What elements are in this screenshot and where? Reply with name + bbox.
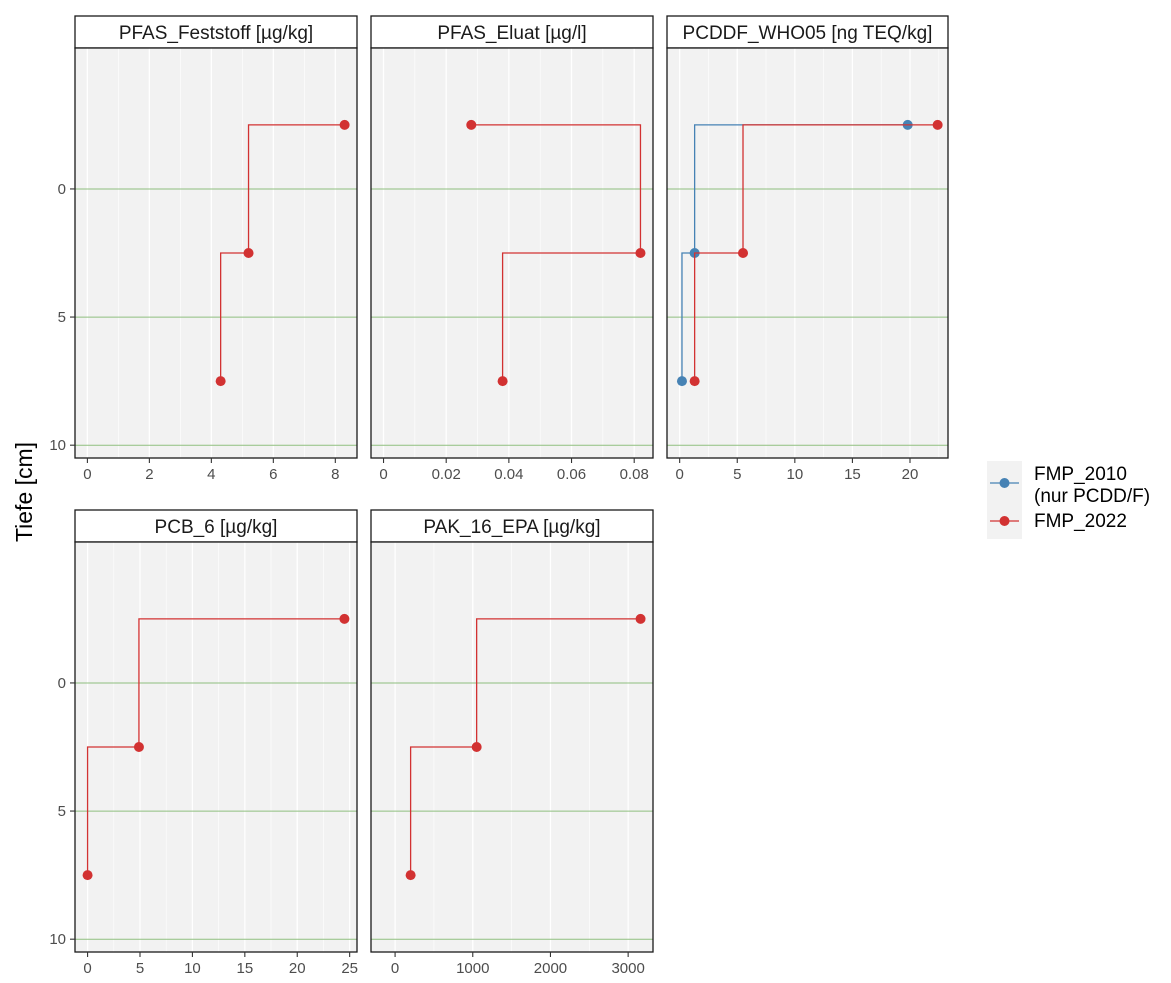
x-tick-label: 15 xyxy=(844,466,861,483)
data-point-fmp-2010 xyxy=(676,376,687,387)
x-tick-label: 0 xyxy=(83,466,91,483)
facet-panel-pcddf-who05-ng-teq-kg: PCDDF_WHO05 [ng TEQ/kg] 0 5 10 15 20 xyxy=(666,15,949,483)
x-tick-label: 1000 xyxy=(456,960,489,977)
y-tick-label: 10 xyxy=(49,931,66,948)
x-tick-label: 10 xyxy=(786,466,803,483)
panel-border xyxy=(74,541,358,953)
facet-title: PAK_16_EPA [µg/kg] xyxy=(423,517,600,538)
facet-title: PFAS_Feststoff [µg/kg] xyxy=(119,23,313,44)
x-tick-label: 0 xyxy=(83,960,91,977)
legend-label: FMP_2010 xyxy=(1034,464,1127,485)
data-point-fmp-2022 xyxy=(243,248,254,258)
legend-item-fmp-2022: FMP_2022 xyxy=(990,511,1127,532)
data-point-fmp-2022 xyxy=(133,742,144,752)
panel-background xyxy=(75,48,357,458)
data-point-fmp-2022 xyxy=(689,376,700,387)
x-tick-label: 15 xyxy=(236,960,253,977)
x-tick-label: 25 xyxy=(341,960,358,977)
data-point-fmp-2022 xyxy=(405,870,416,881)
panel-border xyxy=(370,47,654,459)
data-point-fmp-2022 xyxy=(215,376,226,387)
legend-key-point xyxy=(999,478,1010,488)
x-tick-label: 0.02 xyxy=(432,466,461,483)
x-tick-label: 2000 xyxy=(534,960,567,977)
facet-title: PFAS_Eluat [µg/l] xyxy=(437,23,586,44)
x-tick-label: 0 xyxy=(379,466,387,483)
facet-strip xyxy=(74,15,358,49)
y-tick-label: 0 xyxy=(58,675,66,692)
facet-strip xyxy=(370,15,654,49)
data-point-fmp-2022 xyxy=(466,119,477,130)
facet-strip xyxy=(74,509,358,543)
facet-title: PCDDF_WHO05 [ng TEQ/kg] xyxy=(683,23,933,44)
data-point-fmp-2022 xyxy=(82,870,93,881)
x-tick-label: 6 xyxy=(269,466,277,483)
x-tick-label: 0 xyxy=(391,960,399,977)
x-tick-label: 8 xyxy=(331,466,339,483)
x-tick-label: 5 xyxy=(136,960,144,977)
y-tick-label: 5 xyxy=(58,309,66,326)
y-tick-label: 0 xyxy=(58,181,66,198)
data-point-fmp-2022 xyxy=(497,376,508,387)
panel-border xyxy=(666,47,949,459)
y-axis-label: Tiefe [cm] xyxy=(11,442,37,542)
legend-label-line2: (nur PCDD/F) xyxy=(1034,486,1150,507)
facet-panel-pfas-feststoff-g-kg: PFAS_Feststoff [µg/kg] 0 2 4 6 8 0 5 10 xyxy=(49,15,358,483)
y-tick-label: 10 xyxy=(49,437,66,454)
facet-panel-pak-16-epa-g-kg: PAK_16_EPA [µg/kg] 0 1000 2000 3000 xyxy=(370,509,654,977)
x-tick-label: 0.04 xyxy=(494,466,523,483)
y-tick-label: 5 xyxy=(58,803,66,820)
x-tick-label: 0.08 xyxy=(620,466,649,483)
legend-label: FMP_2022 xyxy=(1034,511,1127,532)
x-tick-label: 5 xyxy=(733,466,741,483)
data-point-fmp-2022 xyxy=(471,742,482,752)
data-point-fmp-2022 xyxy=(339,613,350,624)
x-tick-label: 4 xyxy=(207,466,215,483)
x-tick-label: 0.06 xyxy=(557,466,586,483)
facet-panels: PFAS_Feststoff [µg/kg] 0 2 4 6 8 0 5 10 PFAS_Elua… xyxy=(49,15,949,977)
x-tick-label: 10 xyxy=(184,960,201,977)
x-tick-label: 2 xyxy=(145,466,153,483)
data-point-fmp-2022 xyxy=(738,248,749,258)
facet-panel-pcb-6-g-kg: PCB_6 [µg/kg] 0 5 10 15 20 25 0 5 10 xyxy=(49,509,358,977)
x-tick-label: 20 xyxy=(902,466,919,483)
panel-border xyxy=(74,47,358,459)
legend-key-background xyxy=(987,461,1022,539)
x-tick-label: 0 xyxy=(675,466,683,483)
facet-panel-pfas-eluat-g-l: PFAS_Eluat [µg/l] 0 0.02 0.04 0.06 0.08 xyxy=(370,15,654,483)
data-point-fmp-2022 xyxy=(635,613,646,624)
data-point-fmp-2022 xyxy=(932,119,943,130)
data-point-fmp-2022 xyxy=(339,119,350,130)
legend: FMP_2010(nur PCDD/F) FMP_2022 xyxy=(987,461,1150,539)
facet-strip xyxy=(370,509,654,543)
x-tick-label: 3000 xyxy=(611,960,644,977)
facet-title: PCB_6 [µg/kg] xyxy=(155,517,278,538)
data-point-fmp-2022 xyxy=(635,248,646,258)
legend-key-point xyxy=(999,516,1010,526)
panel-border xyxy=(370,541,654,953)
legend-item-fmp-2010: FMP_2010(nur PCDD/F) xyxy=(990,464,1150,507)
x-tick-label: 20 xyxy=(289,960,306,977)
